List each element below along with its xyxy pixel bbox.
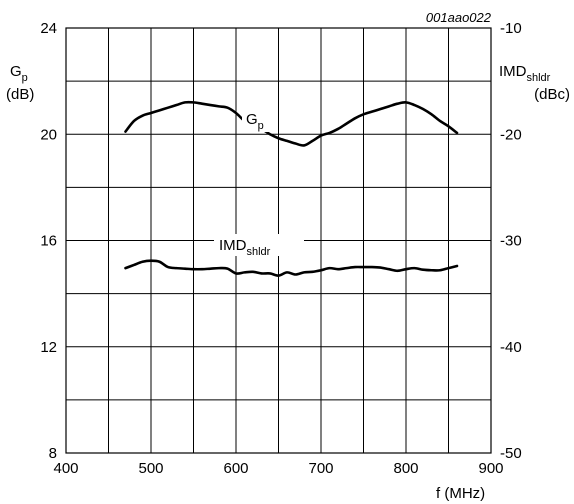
x-tick-label: 600 bbox=[223, 460, 248, 477]
y-right-label-unit: (dBc) bbox=[534, 86, 570, 103]
x-tick-labels: 400 500 600 700 800 900 bbox=[53, 460, 503, 477]
y-right-tick-labels: -50 -40 -30 -20 -10 bbox=[500, 20, 522, 462]
y-left-label-unit: (dB) bbox=[6, 86, 34, 103]
y-right-tick-label: -10 bbox=[500, 20, 522, 37]
y-left-label: Gp bbox=[10, 63, 28, 84]
y-right-label-sub: shldr bbox=[527, 72, 551, 84]
series-label-imd: IMDshldr bbox=[219, 237, 271, 258]
x-axis-label: f (MHz) bbox=[436, 485, 485, 502]
y-left-tick-label: 16 bbox=[40, 233, 57, 250]
x-tick-label: 900 bbox=[478, 460, 503, 477]
series-line-gp bbox=[124, 100, 459, 147]
figure-code: 001aao022 bbox=[426, 10, 492, 25]
plot-frame bbox=[65, 27, 492, 454]
y-left-label-main: G bbox=[10, 63, 22, 80]
y-right-tick-label: -20 bbox=[500, 126, 522, 143]
y-left-label-sub: p bbox=[22, 72, 28, 84]
y-right-label: IMDshldr bbox=[499, 63, 551, 84]
series-label-imd-sub: shldr bbox=[247, 246, 271, 258]
y-left-tick-label: 20 bbox=[40, 126, 57, 143]
y-left-tick-labels: 8 12 16 20 24 bbox=[40, 20, 57, 462]
y-left-tick-label: 8 bbox=[49, 445, 57, 462]
series-line-imd-shldr bbox=[124, 259, 459, 277]
x-tick-label: 500 bbox=[138, 460, 163, 477]
y-right-tick-label: -40 bbox=[500, 339, 522, 356]
y-right-tick-label: -50 bbox=[500, 445, 522, 462]
imd-label-bg bbox=[214, 234, 304, 256]
x-tick-label: 700 bbox=[308, 460, 333, 477]
x-tick-label: 400 bbox=[53, 460, 78, 477]
y-right-label-main: IMD bbox=[499, 63, 527, 80]
series-label-imd-main: IMD bbox=[219, 237, 247, 254]
series-curves bbox=[124, 100, 459, 277]
y-left-tick-label: 24 bbox=[40, 20, 57, 37]
series-label-gp-main: G bbox=[246, 111, 258, 128]
y-left-tick-label: 12 bbox=[40, 339, 57, 356]
series-label-gp-sub: p bbox=[258, 120, 264, 132]
gp-label-bg bbox=[242, 108, 278, 132]
x-tick-label: 800 bbox=[393, 460, 418, 477]
y-right-tick-label: -30 bbox=[500, 233, 522, 250]
series-label-gp: Gp bbox=[246, 111, 264, 132]
